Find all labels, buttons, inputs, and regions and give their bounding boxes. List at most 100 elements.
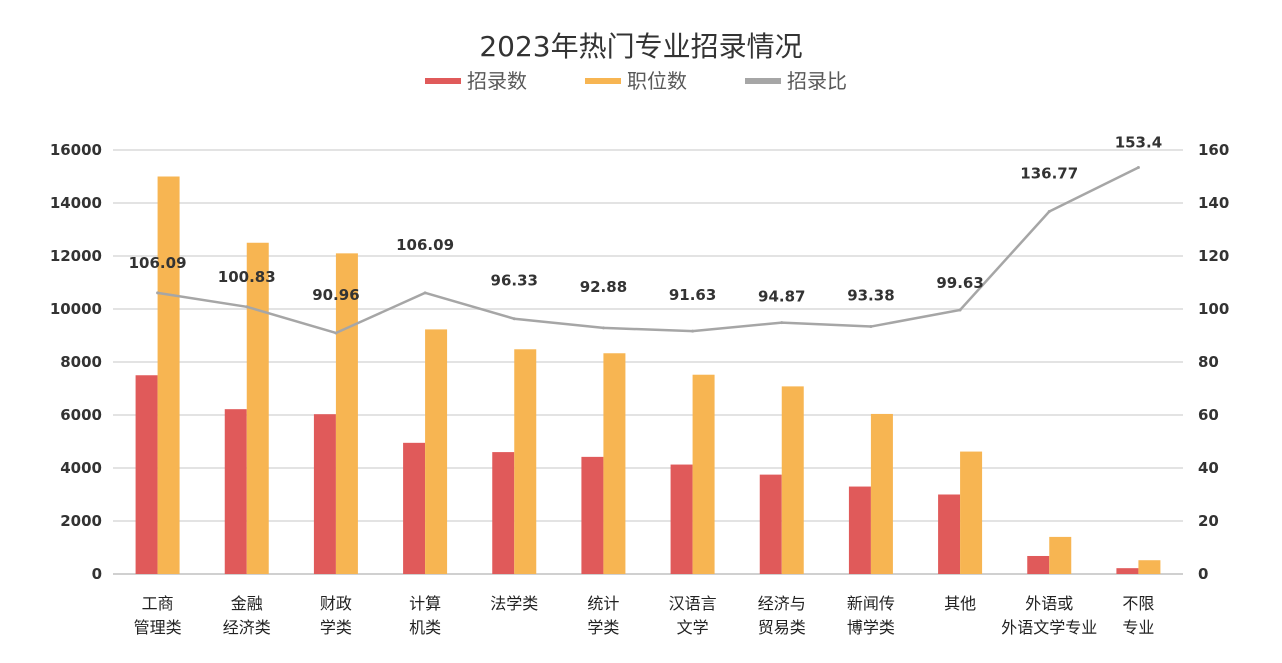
- y-left-tick-label: 0: [92, 565, 102, 583]
- ratio-point: [156, 291, 160, 295]
- ratio-point: [601, 326, 605, 330]
- x-category-label: 机类: [409, 618, 441, 637]
- bar-recruit: [403, 442, 426, 574]
- ratio-point: [512, 317, 516, 321]
- ratio-point: [869, 325, 873, 329]
- bar-recruit: [1027, 555, 1050, 574]
- bar-positions: [603, 353, 626, 574]
- gridlines: [113, 149, 1183, 575]
- bars: [135, 176, 1161, 574]
- x-category-label: 博学类: [847, 618, 895, 637]
- x-category-label: 文学: [677, 618, 709, 637]
- y-right-tick-label: 0: [1198, 565, 1208, 583]
- ratio-point: [1047, 210, 1051, 214]
- bar-recruit: [581, 456, 604, 574]
- ratio-data-label: 90.96: [312, 286, 359, 304]
- bar-recruit: [670, 464, 693, 574]
- x-category-label: 管理类: [134, 618, 182, 637]
- y-right-tick-label: 40: [1198, 459, 1219, 477]
- ratio-point: [245, 305, 249, 309]
- y-right-tick-label: 80: [1198, 353, 1219, 371]
- y-left-tick-label: 8000: [60, 353, 102, 371]
- legend: 招录数 职位数 招录比: [425, 69, 847, 93]
- x-category-label: 外语文学专业: [1001, 618, 1097, 637]
- x-category-label: 工商: [142, 594, 174, 613]
- bar-recruit: [313, 414, 336, 574]
- legend-swatch: [745, 78, 781, 84]
- ratio-data-label: 106.09: [396, 236, 454, 254]
- y-axis-left: 0 2000 4000 6000 8000 10000 12000 14000 16000: [50, 141, 102, 583]
- chart-title: 2023年热门专业招录情况: [479, 30, 802, 63]
- bar-positions: [425, 329, 448, 574]
- ratio-data-label: 93.38: [847, 287, 894, 305]
- bar-positions: [692, 374, 715, 574]
- ratio-data-label: 96.33: [491, 272, 538, 290]
- x-category-label: 专业: [1122, 618, 1154, 637]
- y-right-tick-label: 100: [1198, 300, 1229, 318]
- legend-swatch: [585, 78, 621, 84]
- y-axis-right: 0 20 40 60 80 100 120 140 160: [1198, 141, 1229, 583]
- ratio-point: [691, 329, 695, 333]
- y-left-tick-label: 16000: [50, 141, 102, 159]
- ratio-data-label: 92.88: [580, 278, 627, 296]
- ratio-line: [156, 165, 1140, 335]
- ratio-point: [1136, 165, 1140, 169]
- y-left-tick-label: 10000: [50, 300, 102, 318]
- ratio-data-label: 100.83: [218, 268, 276, 286]
- bar-positions: [514, 349, 537, 574]
- x-category-label: 经济与: [758, 594, 806, 613]
- bar-positions: [246, 242, 269, 574]
- ratio-line-path: [157, 166, 1139, 335]
- legend-item-0: 招录数: [425, 69, 527, 93]
- y-left-tick-label: 12000: [50, 247, 102, 265]
- bar-positions: [781, 386, 804, 574]
- ratio-point: [958, 308, 962, 312]
- x-category-label: 学类: [320, 618, 352, 637]
- x-category-label: 新闻传: [847, 594, 895, 613]
- x-category-label: 学类: [587, 618, 619, 637]
- ratio-data-label: 94.87: [758, 288, 805, 306]
- x-category-label: 法学类: [490, 594, 538, 613]
- x-category-label: 财政: [320, 594, 352, 613]
- ratio-data-label: 106.09: [129, 254, 187, 272]
- bar-recruit: [759, 474, 782, 574]
- ratio-data-label: 91.63: [669, 286, 716, 304]
- y-right-tick-label: 60: [1198, 406, 1219, 424]
- y-left-tick-label: 6000: [60, 406, 102, 424]
- legend-label: 招录数: [467, 69, 527, 93]
- bar-positions: [157, 176, 180, 574]
- bar-recruit: [848, 486, 871, 574]
- x-category-label: 金融: [231, 594, 263, 613]
- x-category-label: 外语或: [1025, 594, 1073, 613]
- x-category-label: 其他: [944, 594, 976, 613]
- x-category-label: 经济类: [223, 618, 271, 637]
- y-right-tick-label: 20: [1198, 512, 1219, 530]
- x-category-label: 汉语言: [669, 594, 717, 613]
- x-category-label: 不限: [1122, 594, 1154, 613]
- bar-positions: [870, 413, 893, 574]
- y-left-tick-label: 14000: [50, 194, 102, 212]
- bar-recruit: [1116, 568, 1139, 574]
- bar-positions: [1138, 560, 1161, 574]
- ratio-data-label: 153.4: [1115, 133, 1162, 151]
- ratio-point: [423, 291, 427, 295]
- y-left-tick-label: 4000: [60, 459, 102, 477]
- legend-item-1: 职位数: [585, 69, 687, 93]
- legend-label: 招录比: [787, 69, 847, 93]
- legend-item-2: 招录比: [745, 69, 847, 93]
- ratio-point: [780, 321, 784, 325]
- x-category-label: 贸易类: [758, 618, 806, 637]
- data-labels: 106.09 100.83 90.96 106.09 96.33 92.88 91.63 94…: [129, 133, 1163, 305]
- bar-recruit: [938, 494, 961, 574]
- bar-positions: [335, 253, 358, 574]
- y-right-tick-label: 160: [1198, 141, 1229, 159]
- y-left-tick-label: 2000: [60, 512, 102, 530]
- bar-positions: [960, 451, 983, 574]
- bar-recruit: [224, 409, 247, 574]
- ratio-data-label: 136.77: [1020, 165, 1078, 183]
- x-category-label: 统计: [587, 594, 619, 613]
- y-right-tick-label: 140: [1198, 194, 1229, 212]
- ratio-data-label: 99.63: [936, 274, 983, 292]
